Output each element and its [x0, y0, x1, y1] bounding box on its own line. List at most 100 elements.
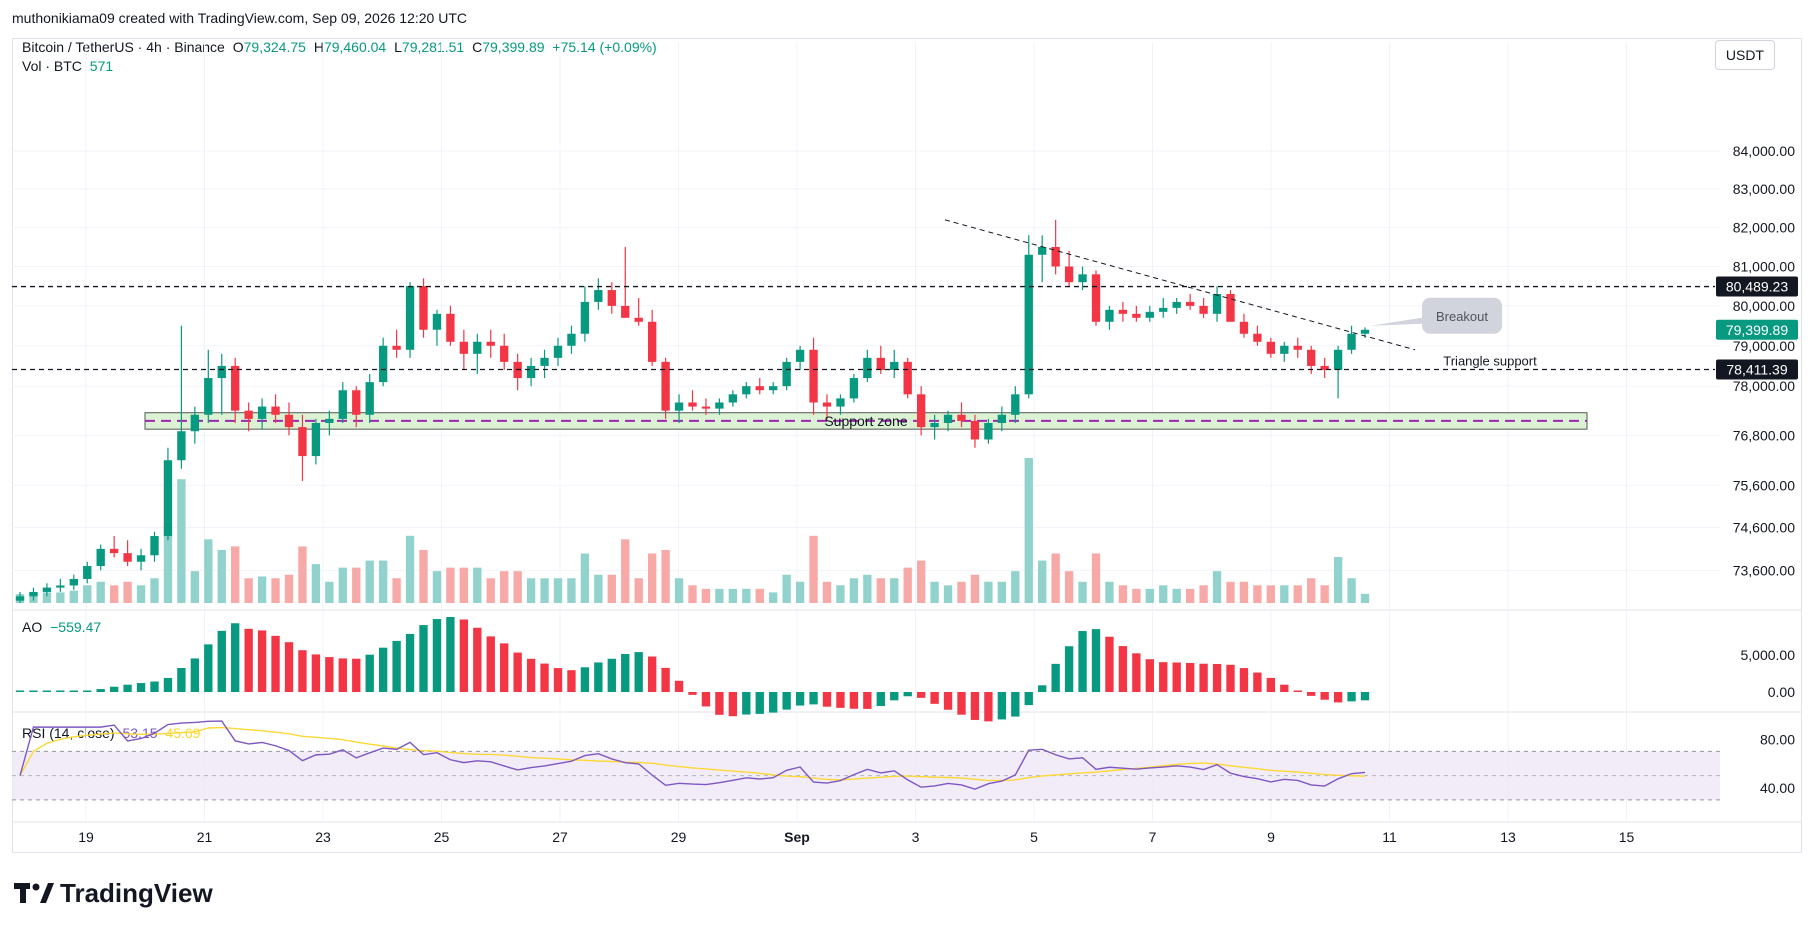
volume-bar — [338, 567, 347, 603]
candle-body — [943, 414, 953, 423]
ao-bar — [217, 630, 226, 692]
candle-body — [1185, 301, 1195, 306]
price-axis-label: 78,000.00 — [1733, 378, 1795, 394]
volume-bar — [96, 581, 105, 603]
rsi-axis-label: 40.00 — [1760, 780, 1795, 796]
legend-close-label: C — [472, 39, 483, 55]
ao-bar — [1199, 663, 1208, 692]
ao-axis-label: 0.00 — [1768, 684, 1795, 700]
candle-body — [284, 414, 294, 428]
volume-bar — [970, 574, 980, 603]
rsi-band — [12, 751, 1720, 800]
ao-bar — [150, 681, 159, 692]
candle-body — [849, 378, 859, 399]
price-label-text: 79,399.89 — [1726, 322, 1788, 338]
price-axis-label: 84,000.00 — [1733, 143, 1795, 159]
candle-body — [177, 431, 186, 461]
candle-body — [957, 414, 966, 421]
candle-body — [984, 422, 993, 440]
volume-bar — [244, 578, 253, 603]
ao-bar — [1118, 646, 1128, 692]
price-label-text: 80,489.23 — [1726, 279, 1788, 295]
volume-bar — [1226, 581, 1235, 603]
candle-body — [607, 290, 616, 306]
ao-bar — [1320, 692, 1329, 700]
volume-bar — [903, 567, 912, 603]
candle-body — [809, 349, 818, 403]
candle-body — [405, 286, 415, 350]
ao-bar — [1038, 685, 1047, 692]
ao-bar — [1132, 653, 1141, 692]
legend-open: 79,324.75 — [243, 39, 306, 55]
candle-body — [42, 587, 52, 592]
support-zone-label: Support zone — [824, 413, 907, 429]
ao-bar — [109, 686, 119, 692]
volume-bar — [392, 578, 401, 603]
price-axis-label: 83,000.00 — [1733, 181, 1795, 197]
volume-bar — [943, 585, 953, 603]
volume-bar — [836, 585, 845, 603]
candle-body — [970, 420, 980, 440]
candle-body — [1145, 311, 1154, 318]
ao-bar — [930, 692, 939, 704]
price-axis-label: 79,000.00 — [1733, 338, 1795, 354]
tradingview-logo[interactable]: TradingView — [14, 878, 213, 909]
symbol-name: Bitcoin / TetherUS · 4h · Binance — [22, 39, 225, 55]
x-axis-label: 23 — [315, 829, 331, 845]
candle-body — [567, 333, 576, 346]
candle-body — [298, 427, 307, 457]
ao-bar — [1091, 629, 1101, 692]
ao-bar — [688, 692, 697, 695]
candle-body — [163, 460, 173, 537]
candle-body — [1239, 321, 1249, 334]
candle-body — [634, 317, 643, 322]
ao-bar — [123, 684, 132, 692]
candle-body — [715, 402, 724, 409]
volume-bar — [1172, 588, 1181, 603]
candle-body — [822, 402, 832, 407]
volume-bar — [446, 567, 455, 603]
volume-bar — [298, 546, 307, 603]
volume-bar — [1105, 581, 1114, 603]
ao-bar — [1360, 692, 1370, 701]
candle-body — [890, 361, 899, 370]
rsi-axis-label: 80.00 — [1760, 731, 1795, 747]
price-label-box — [1716, 319, 1798, 340]
volume-bar — [1239, 581, 1249, 603]
volume-bar — [701, 588, 711, 603]
volume-bar — [352, 567, 361, 603]
volume-bar — [1118, 585, 1128, 603]
volume-bar — [42, 592, 52, 603]
volume-bar — [56, 592, 65, 603]
ao-bar — [997, 692, 1007, 720]
volume-bar — [69, 590, 78, 603]
volume-bar — [890, 578, 899, 603]
legend-low: 79,281.51 — [401, 39, 465, 55]
volume-value: 571 — [89, 58, 114, 74]
volume-bar — [1024, 458, 1033, 603]
candle-body — [446, 313, 455, 342]
candle-body — [930, 422, 939, 428]
ao-bar — [1064, 646, 1074, 692]
ao-bar — [500, 643, 509, 692]
candle-body — [486, 341, 495, 346]
volume-label: Vol · BTC — [22, 58, 82, 74]
ao-bar — [1333, 692, 1343, 703]
candle-body — [365, 382, 374, 415]
chart-frame[interactable] — [12, 38, 1802, 853]
ao-bar — [513, 652, 522, 692]
ao-bar — [728, 692, 738, 717]
breakout-callout — [1422, 297, 1502, 334]
ao-label: AO — [22, 619, 43, 635]
candle-body — [83, 566, 92, 579]
volume-bar — [204, 539, 213, 603]
ao-bar — [1212, 663, 1222, 692]
ao-bar — [607, 658, 616, 692]
ao-bar — [486, 636, 495, 692]
ao-bar — [621, 653, 630, 692]
ao-bar — [647, 656, 657, 692]
ao-bar — [634, 652, 643, 692]
currency-button[interactable]: USDT — [1714, 40, 1775, 70]
volume-bar — [1159, 585, 1168, 603]
